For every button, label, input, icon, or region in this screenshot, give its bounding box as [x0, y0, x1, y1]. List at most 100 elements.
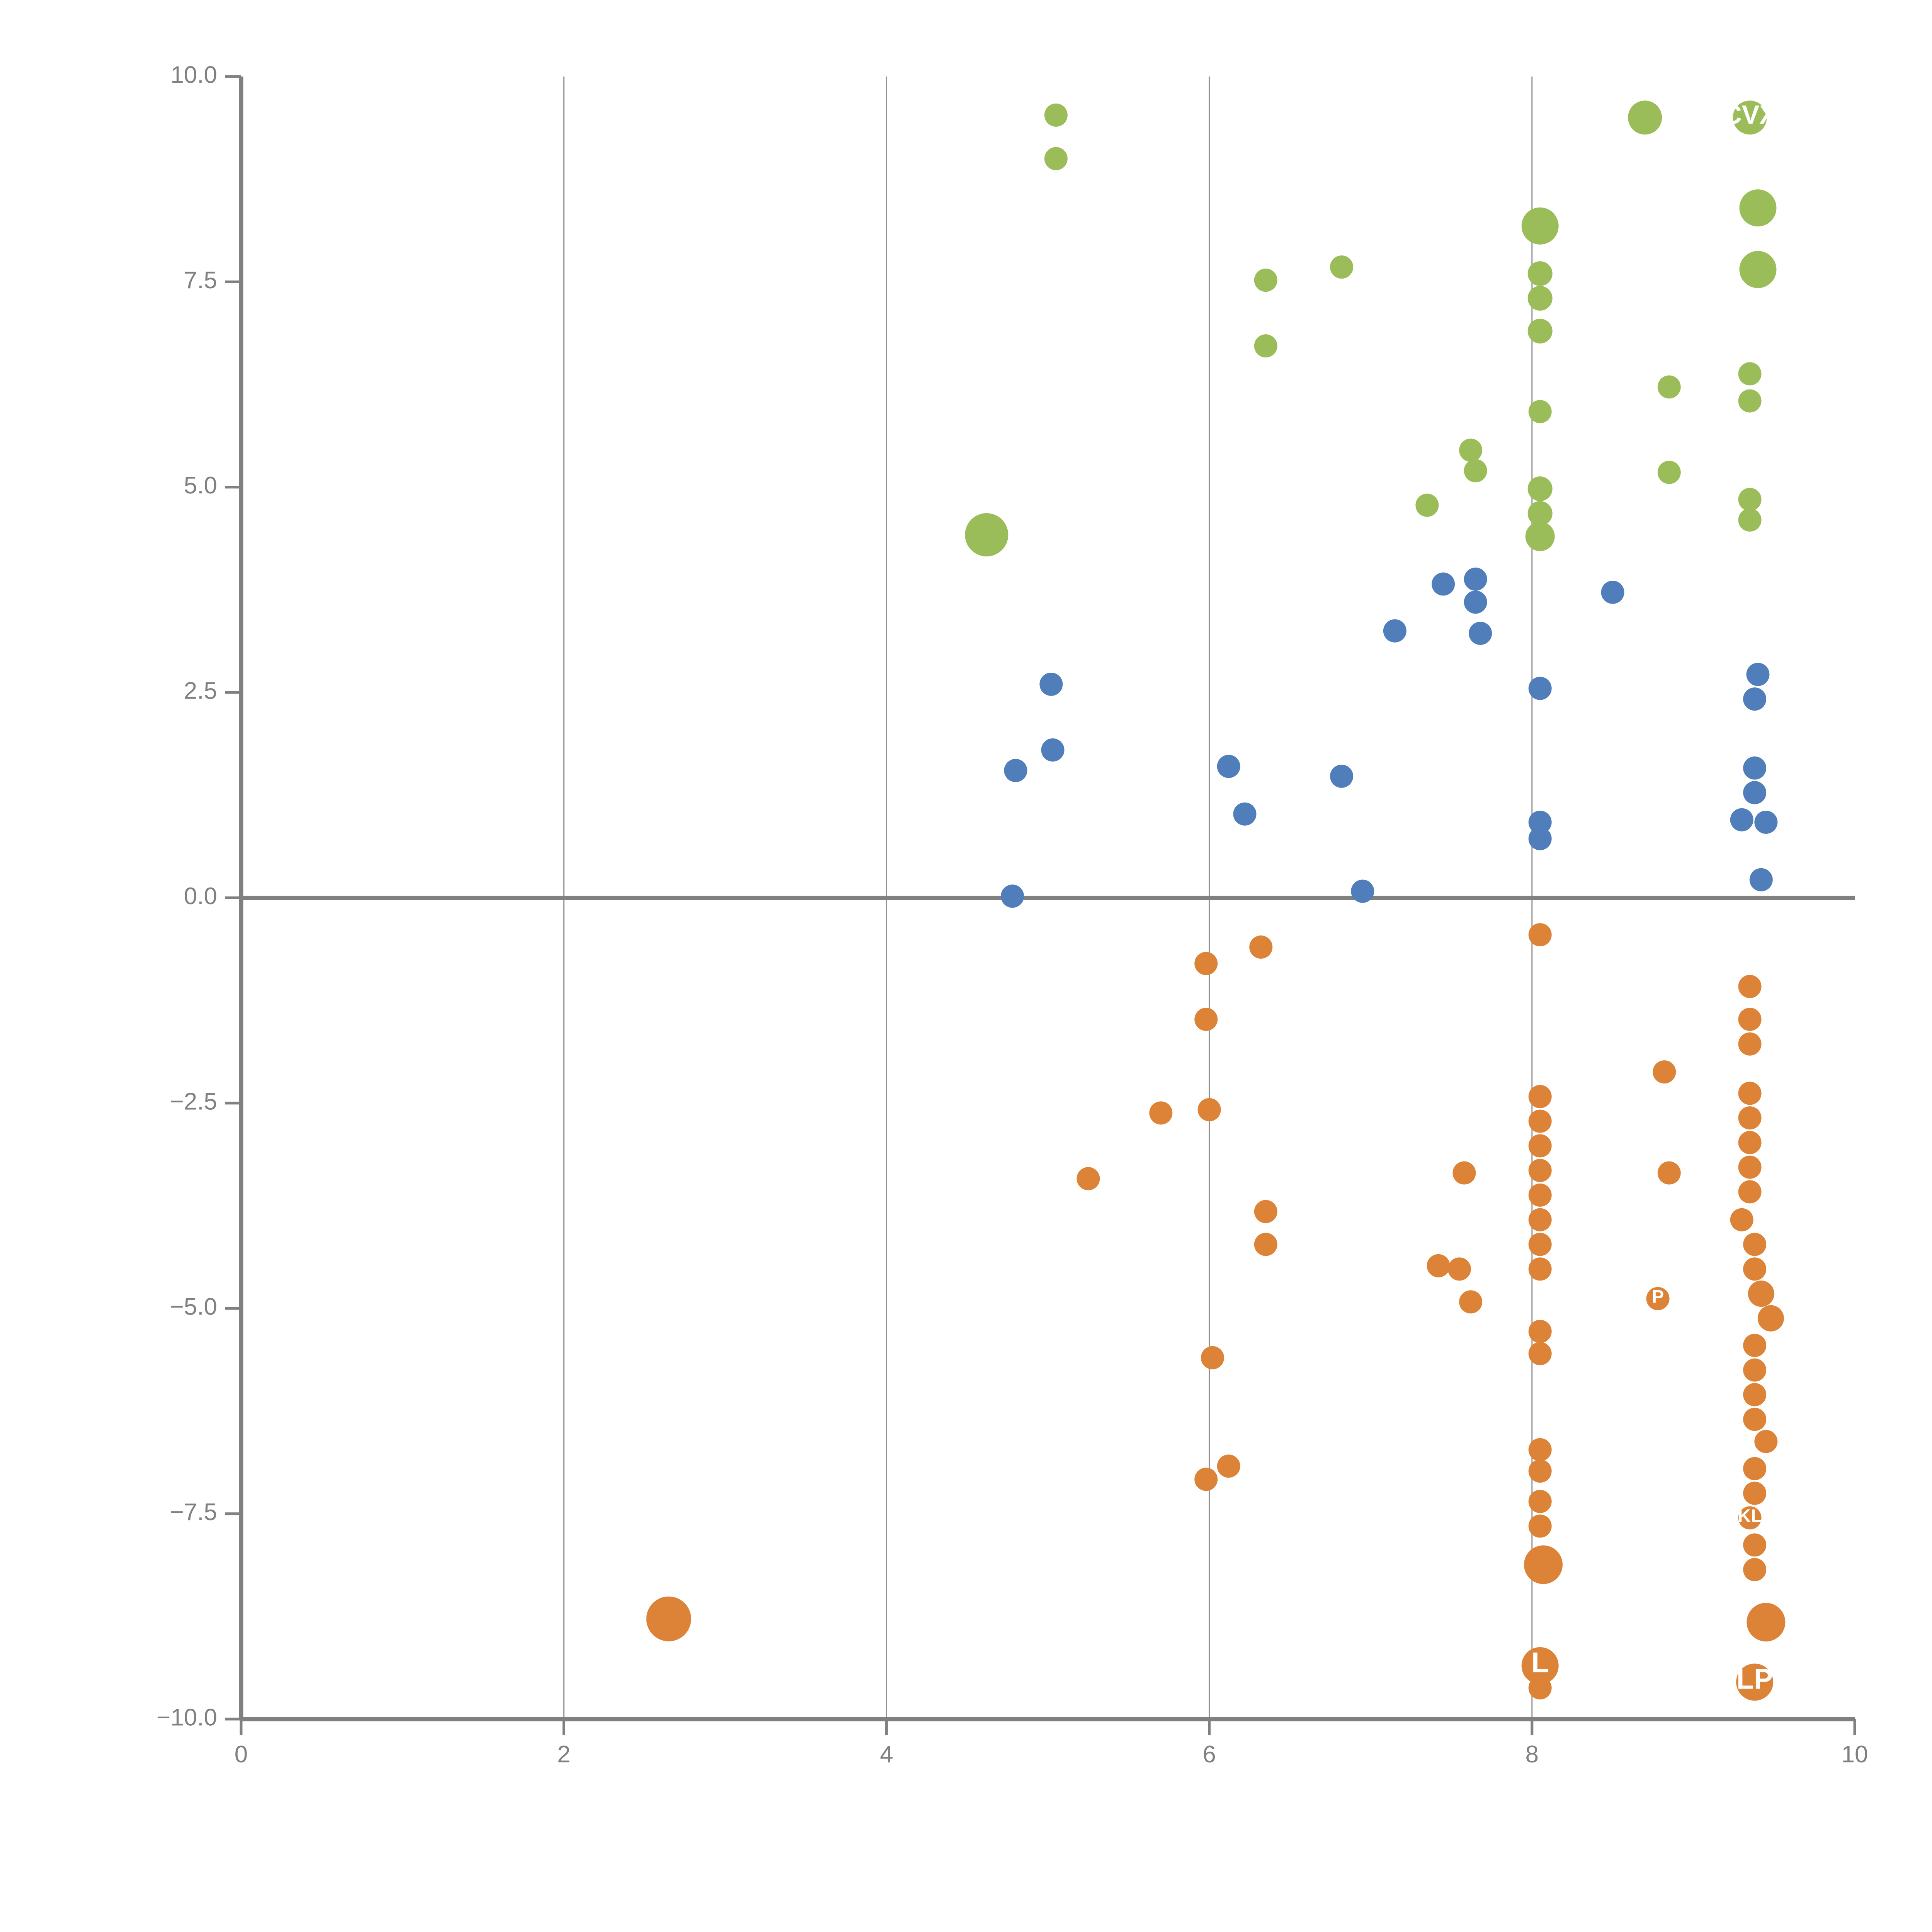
- data-point-green[interactable]: [1525, 522, 1555, 551]
- data-point-blue[interactable]: [1041, 738, 1065, 762]
- data-point-orange[interactable]: [1743, 1558, 1767, 1582]
- data-point-green[interactable]: [1738, 488, 1762, 511]
- data-point-green[interactable]: [1527, 476, 1553, 502]
- data-point-orange[interactable]: [1528, 1676, 1552, 1700]
- data-point-green[interactable]: [1739, 189, 1777, 227]
- data-point-blue[interactable]: [1749, 868, 1773, 891]
- data-point-orange[interactable]: [1528, 1320, 1552, 1343]
- data-point-green[interactable]: [1527, 286, 1553, 311]
- data-point-green[interactable]: [1628, 100, 1662, 135]
- data-point-orange[interactable]: [1194, 952, 1218, 975]
- data-point-green[interactable]: [965, 513, 1009, 557]
- data-point-orange[interactable]: [1528, 1208, 1552, 1231]
- data-point-blue[interactable]: [1528, 810, 1552, 834]
- data-point-orange[interactable]: [1743, 1233, 1767, 1256]
- data-point-blue[interactable]: [1432, 572, 1455, 596]
- data-point-blue[interactable]: [1469, 622, 1492, 645]
- data-point-blue[interactable]: [1743, 687, 1767, 711]
- data-point-orange[interactable]: [1201, 1346, 1224, 1369]
- data-point-green[interactable]: [1254, 334, 1277, 358]
- data-point-blue[interactable]: [1730, 808, 1753, 832]
- data-point-blue[interactable]: [1039, 672, 1063, 696]
- data-point-orange[interactable]: [1646, 1287, 1670, 1310]
- data-point-orange[interactable]: [1743, 1333, 1767, 1357]
- data-point-green[interactable]: [1464, 459, 1487, 483]
- data-point-orange[interactable]: [1738, 1155, 1762, 1179]
- data-point-orange[interactable]: [1743, 1533, 1767, 1557]
- data-point-green[interactable]: [1738, 389, 1762, 413]
- data-point-blue[interactable]: [1351, 879, 1374, 903]
- data-point-blue[interactable]: [1330, 764, 1354, 788]
- data-point-green[interactable]: [1527, 501, 1553, 526]
- data-point-orange[interactable]: [1528, 1438, 1552, 1461]
- data-point-orange[interactable]: [1738, 1032, 1762, 1056]
- data-point-orange[interactable]: [1447, 1257, 1471, 1281]
- data-point-blue[interactable]: [1754, 810, 1778, 834]
- data-point-green[interactable]: [1521, 207, 1559, 245]
- data-point-blue[interactable]: [1746, 663, 1770, 686]
- data-point-green[interactable]: [1528, 400, 1552, 423]
- data-point-orange[interactable]: [1194, 1008, 1218, 1031]
- data-point-orange[interactable]: [1217, 1454, 1240, 1478]
- data-point-blue[interactable]: [1743, 756, 1767, 780]
- data-point-orange[interactable]: [1738, 1131, 1762, 1154]
- data-point-orange[interactable]: [1743, 1358, 1767, 1382]
- data-point-orange[interactable]: [1653, 1060, 1676, 1084]
- data-point-orange[interactable]: [1452, 1161, 1476, 1185]
- data-point-blue[interactable]: [1528, 677, 1552, 700]
- data-point-orange[interactable]: [1736, 1663, 1774, 1701]
- data-point-orange[interactable]: [1528, 1159, 1552, 1182]
- data-point-blue[interactable]: [1464, 590, 1487, 614]
- data-point-green[interactable]: [1739, 251, 1777, 288]
- data-point-green[interactable]: [1733, 100, 1767, 135]
- data-point-green[interactable]: [1254, 269, 1277, 292]
- data-point-orange[interactable]: [646, 1596, 691, 1641]
- data-point-orange[interactable]: [1747, 1603, 1786, 1642]
- data-point-orange[interactable]: [1254, 1200, 1277, 1223]
- data-point-orange[interactable]: [1738, 1180, 1762, 1204]
- data-point-orange[interactable]: [1528, 1109, 1552, 1133]
- data-point-blue[interactable]: [1743, 781, 1767, 804]
- data-point-blue[interactable]: [1233, 802, 1257, 826]
- data-point-orange[interactable]: [1757, 1305, 1784, 1332]
- data-point-orange[interactable]: [1528, 1514, 1552, 1538]
- data-point-orange[interactable]: [1459, 1290, 1483, 1314]
- data-point-orange[interactable]: [1077, 1167, 1100, 1190]
- data-point-blue[interactable]: [1528, 827, 1552, 850]
- data-point-orange[interactable]: [1738, 1008, 1762, 1031]
- data-point-orange[interactable]: [1528, 1134, 1552, 1158]
- data-point-orange[interactable]: [1197, 1098, 1221, 1121]
- data-point-green[interactable]: [1527, 261, 1553, 286]
- data-point-blue[interactable]: [1383, 619, 1406, 643]
- data-point-green[interactable]: [1738, 508, 1762, 532]
- data-point-orange[interactable]: [1743, 1457, 1767, 1480]
- data-point-orange[interactable]: [1528, 923, 1552, 947]
- data-point-orange[interactable]: [1528, 1342, 1552, 1366]
- data-point-orange[interactable]: [1254, 1233, 1277, 1256]
- data-point-orange[interactable]: [1738, 1082, 1762, 1105]
- data-point-orange[interactable]: [1528, 1459, 1552, 1483]
- data-point-green[interactable]: [1738, 362, 1762, 386]
- data-point-orange[interactable]: [1738, 975, 1762, 998]
- data-point-blue[interactable]: [1217, 755, 1240, 778]
- data-point-orange[interactable]: [1528, 1490, 1552, 1513]
- data-point-green[interactable]: [1415, 493, 1439, 517]
- data-point-green[interactable]: [1527, 318, 1553, 344]
- data-point-orange[interactable]: [1748, 1280, 1774, 1307]
- data-point-green[interactable]: [1044, 147, 1068, 170]
- data-point-blue[interactable]: [1001, 884, 1024, 908]
- data-point-blue[interactable]: [1601, 580, 1624, 604]
- data-point-green[interactable]: [1657, 461, 1681, 484]
- data-point-orange[interactable]: [1743, 1481, 1767, 1505]
- data-point-orange[interactable]: [1528, 1085, 1552, 1108]
- data-point-orange[interactable]: [1249, 935, 1273, 959]
- data-point-green[interactable]: [1459, 439, 1483, 462]
- data-point-orange[interactable]: [1524, 1545, 1563, 1584]
- data-point-green[interactable]: [1330, 255, 1354, 279]
- data-point-orange[interactable]: [1730, 1208, 1753, 1231]
- data-point-orange[interactable]: [1743, 1383, 1767, 1406]
- data-point-orange[interactable]: [1528, 1183, 1552, 1207]
- data-point-blue[interactable]: [1004, 759, 1027, 782]
- data-point-orange[interactable]: [1743, 1257, 1767, 1281]
- data-point-orange[interactable]: [1194, 1468, 1218, 1491]
